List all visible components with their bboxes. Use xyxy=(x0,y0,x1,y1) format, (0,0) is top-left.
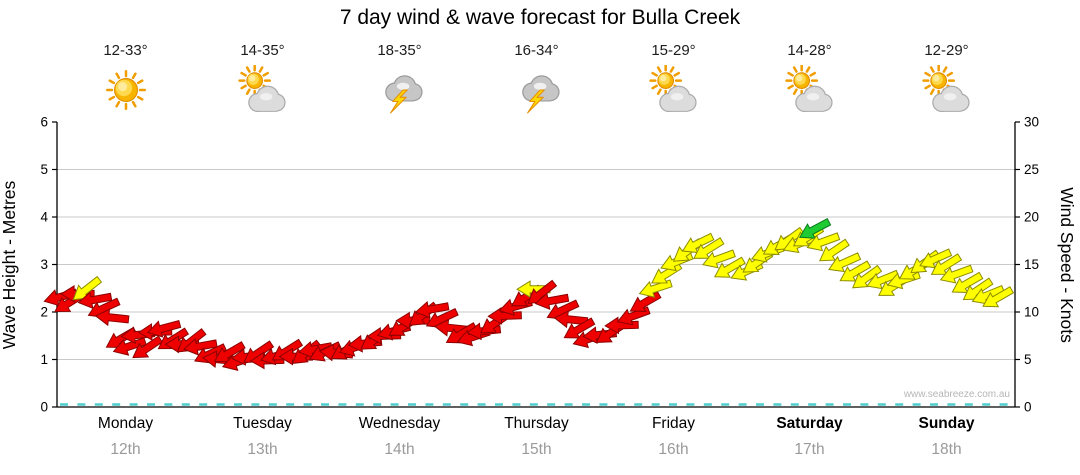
left-axis-ticks: 0 1 2 3 4 5 6 xyxy=(40,115,57,415)
svg-text:20: 20 xyxy=(1024,210,1039,225)
wind-arrow xyxy=(866,269,900,290)
day-date: 16th xyxy=(658,441,689,458)
wind-arrow xyxy=(487,307,522,325)
svg-text:5: 5 xyxy=(40,162,48,177)
day-date: 17th xyxy=(794,441,825,458)
wind-arrow xyxy=(563,317,596,339)
svg-text:2: 2 xyxy=(40,305,48,320)
day-date: 15th xyxy=(521,441,552,458)
svg-text:5: 5 xyxy=(1024,352,1032,367)
wind-arrow xyxy=(693,237,725,259)
svg-text:1: 1 xyxy=(40,352,48,367)
wind-arrow xyxy=(213,341,246,363)
wind-arrow xyxy=(77,291,113,309)
wind-arrow xyxy=(414,300,450,319)
day-name: Saturday xyxy=(776,415,843,432)
svg-text:0: 0 xyxy=(40,400,48,415)
wind-arrow xyxy=(930,253,963,275)
wind-arrow xyxy=(806,232,841,252)
day-name: Thursday xyxy=(504,415,569,432)
sun-cloud-icon xyxy=(878,62,1015,118)
wind-arrow xyxy=(553,310,589,329)
wind-arrow xyxy=(819,238,850,262)
wind-arrow xyxy=(839,260,872,282)
day-date: 12th xyxy=(110,441,141,458)
wind-arrow xyxy=(604,316,639,335)
wind-arrow xyxy=(851,264,883,289)
wind-arrow xyxy=(183,338,218,356)
wind-arrow xyxy=(638,279,673,298)
day-temperature: 12-29° xyxy=(924,42,969,59)
day-name: Friday xyxy=(651,415,696,432)
sun-cloud-icon xyxy=(741,62,878,118)
wind-arrow xyxy=(951,271,984,293)
day-temperature: 12-33° xyxy=(103,42,148,59)
day-temperature: 14-28° xyxy=(787,42,832,59)
day-date: 13th xyxy=(247,441,278,458)
wind-arrow xyxy=(112,337,147,356)
wind-arrow xyxy=(132,335,164,359)
wind-arrow xyxy=(982,286,1015,308)
wind-arrow xyxy=(939,264,974,284)
day-temperature: 14-35° xyxy=(240,42,285,59)
svg-text:6: 6 xyxy=(40,115,48,130)
wind-arrow xyxy=(798,218,832,239)
sun-cloud-icon xyxy=(605,62,742,118)
wind-arrow xyxy=(72,275,103,301)
wind-arrows xyxy=(43,218,1015,371)
wind-arrow xyxy=(713,256,746,278)
thunderstorm-icon xyxy=(468,62,605,118)
day-date: 14th xyxy=(384,441,415,458)
svg-text:4: 4 xyxy=(40,210,48,225)
right-axis-ticks: 0 5 10 15 20 25 30 xyxy=(1015,115,1039,415)
svg-text:10: 10 xyxy=(1024,305,1039,320)
wind-arrow xyxy=(534,292,570,310)
svg-text:3: 3 xyxy=(40,257,48,272)
day-date: 18th xyxy=(931,441,962,458)
day-temperature: 18-35° xyxy=(377,42,422,59)
day-name: Sunday xyxy=(918,415,975,432)
wind-arrow xyxy=(146,319,182,338)
svg-text:15: 15 xyxy=(1024,257,1039,272)
day-temperature: 16-34° xyxy=(514,42,559,59)
watermark: www.seabreeze.com.au xyxy=(903,389,1010,400)
day-name: Tuesday xyxy=(233,415,292,432)
thunderstorm-icon xyxy=(331,62,468,118)
wind-arrow xyxy=(919,248,953,269)
wind-arrow xyxy=(94,308,130,327)
day-name: Monday xyxy=(97,415,154,432)
day-name: Wednesday xyxy=(358,415,441,432)
wind-arrow xyxy=(702,249,736,269)
left-axis-label: Wave Height - Metres xyxy=(0,180,19,349)
sun-cloud-icon xyxy=(194,62,331,118)
chart-title: 7 day wind & wave forecast for Bulla Cre… xyxy=(339,6,741,29)
sun-icon xyxy=(57,62,194,118)
wind-arrow xyxy=(681,232,715,254)
right-axis-label: Wind Speed - Knots xyxy=(1057,187,1077,343)
svg-text:30: 30 xyxy=(1024,115,1039,130)
day-temperature: 15-29° xyxy=(651,42,696,59)
wind-arrow xyxy=(828,252,862,273)
svg-text:25: 25 xyxy=(1024,162,1039,177)
svg-text:0: 0 xyxy=(1024,400,1032,415)
